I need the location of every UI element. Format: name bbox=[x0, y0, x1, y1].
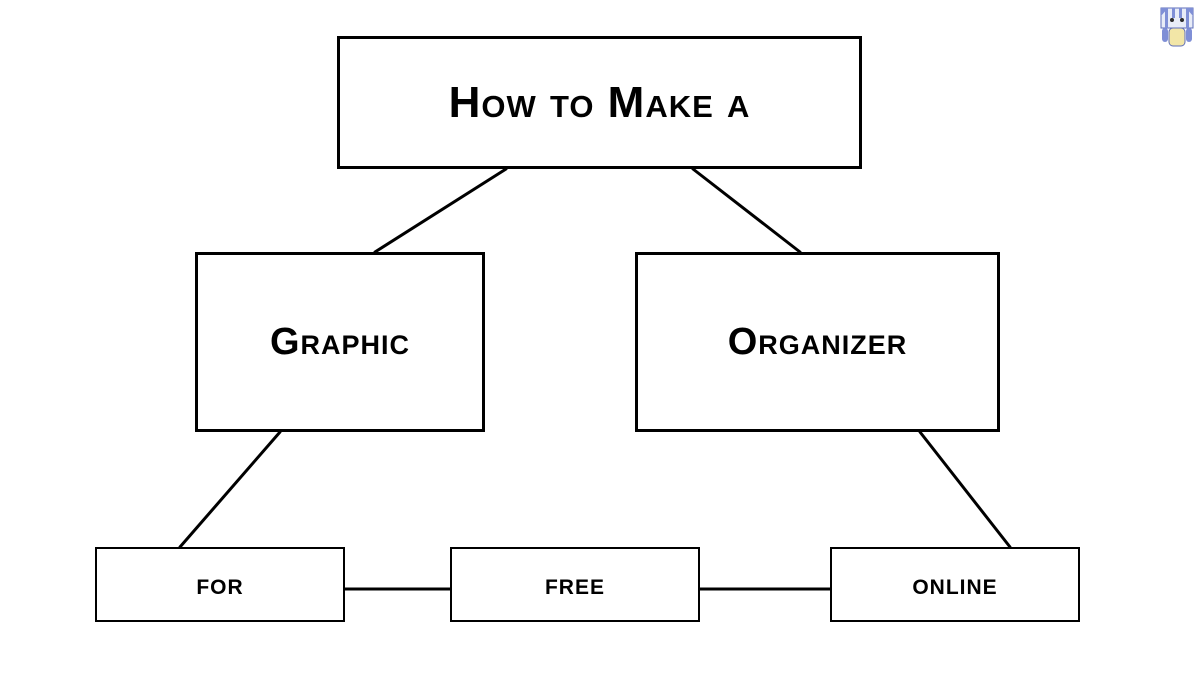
diagram-stage: How to Make a Graphic Organizer for free onli… bbox=[0, 0, 1200, 675]
edge bbox=[920, 432, 1010, 547]
node-label: Graphic bbox=[270, 321, 410, 364]
node-free: free bbox=[450, 547, 700, 622]
node-for: for bbox=[95, 547, 345, 622]
node-graphic: Graphic bbox=[195, 252, 485, 432]
node-label: free bbox=[545, 568, 605, 602]
node-label: online bbox=[912, 568, 997, 602]
node-label: for bbox=[196, 568, 243, 602]
edge bbox=[180, 432, 280, 547]
node-online: online bbox=[830, 547, 1080, 622]
node-organizer: Organizer bbox=[635, 252, 1000, 432]
cat-mascot-icon bbox=[1159, 4, 1195, 47]
edge bbox=[375, 169, 506, 252]
edge bbox=[693, 169, 800, 252]
node-label: Organizer bbox=[728, 321, 908, 364]
node-root: How to Make a bbox=[337, 36, 862, 169]
node-label: How to Make a bbox=[449, 78, 751, 128]
